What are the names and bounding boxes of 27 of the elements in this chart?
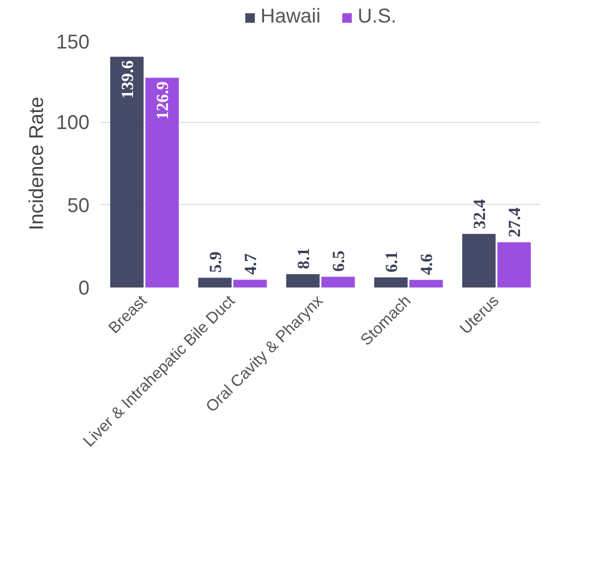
data-label: 6.5 xyxy=(329,250,348,272)
y-tick-label: 0 xyxy=(78,278,90,300)
data-label: 4.6 xyxy=(417,254,436,275)
bar xyxy=(286,274,320,288)
bar xyxy=(110,56,144,288)
bar xyxy=(145,78,179,288)
data-label: 4.7 xyxy=(241,253,260,275)
legend-label: Hawaii xyxy=(260,6,321,28)
data-label: 139.6 xyxy=(118,60,137,99)
data-label: 8.1 xyxy=(294,248,313,270)
data-label: 6.1 xyxy=(382,251,401,272)
y-tick-label: 150 xyxy=(56,32,90,54)
legend-label: U.S. xyxy=(358,6,396,28)
data-label: 5.9 xyxy=(206,252,225,273)
bar xyxy=(374,277,408,288)
data-label: 126.9 xyxy=(153,81,172,120)
bar xyxy=(462,234,496,288)
bar xyxy=(409,280,443,288)
bar xyxy=(497,242,531,288)
data-label: 27.4 xyxy=(505,206,524,238)
bar xyxy=(198,278,232,288)
bar xyxy=(233,280,267,288)
y-axis-title: Incidence Rate xyxy=(26,96,48,230)
y-tick-label: 100 xyxy=(56,112,90,134)
bar xyxy=(321,276,355,288)
data-label: 32.4 xyxy=(470,198,489,229)
y-tick-label: 50 xyxy=(67,194,90,217)
